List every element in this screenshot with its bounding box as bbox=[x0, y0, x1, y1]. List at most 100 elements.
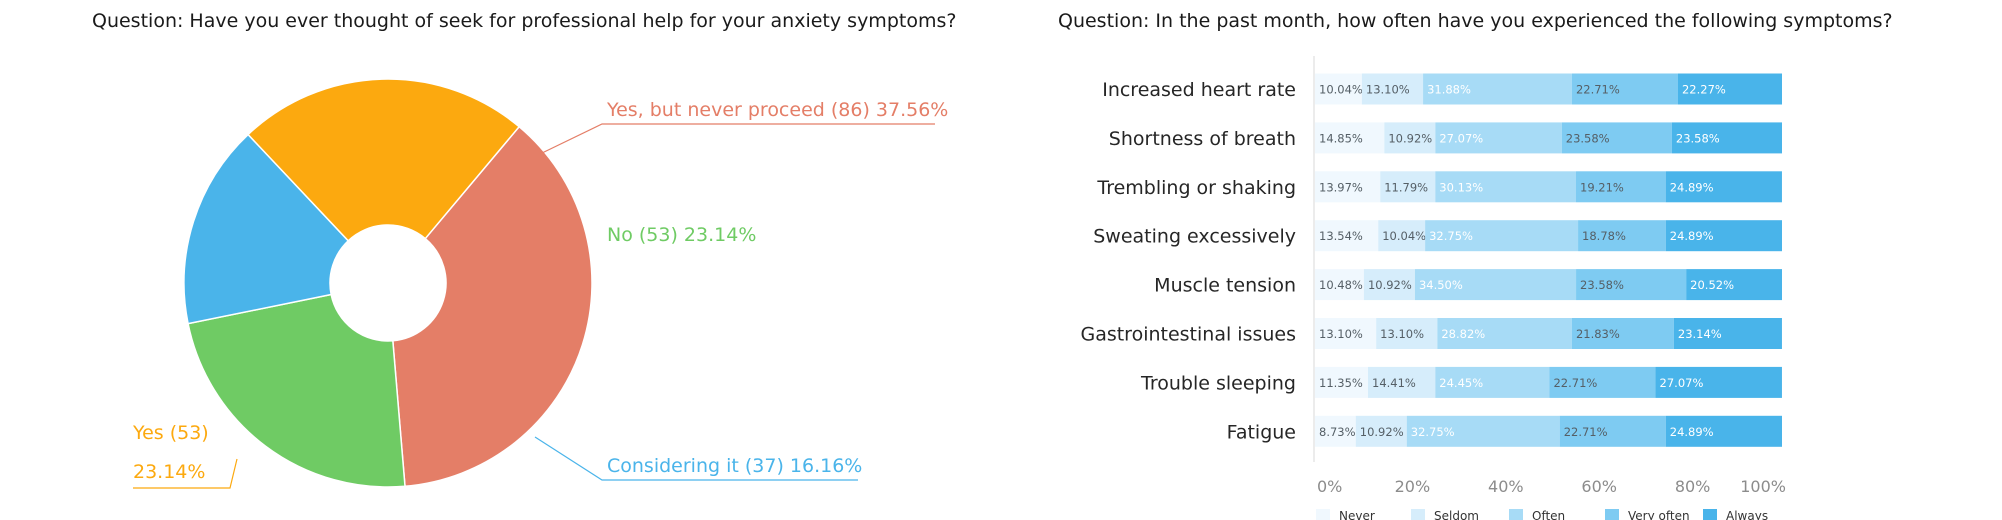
data-label-sweating-excessively-always: 24.89% bbox=[1670, 229, 1714, 243]
data-label-muscle-tension-very-often: 23.58% bbox=[1580, 278, 1624, 292]
bar-segment-fatigue-seldom bbox=[1355, 415, 1407, 447]
data-label-trembling-or-shaking-very-often: 19.21% bbox=[1580, 180, 1624, 194]
data-label-sweating-excessively-never: 13.54% bbox=[1319, 229, 1363, 243]
pie-label-name: No (53) bbox=[607, 224, 684, 246]
bar-segment-fatigue-often bbox=[1406, 415, 1560, 447]
bar-segment-increased-heart-rate-often bbox=[1423, 73, 1572, 105]
bar-segment-sweating-excessively-never bbox=[1315, 220, 1379, 252]
data-label-trouble-sleeping-very-often: 22.71% bbox=[1553, 376, 1597, 390]
data-label-fatigue-never: 8.73% bbox=[1319, 425, 1356, 439]
pie-chart-panel: Question: Have you ever thought of seek … bbox=[0, 0, 1000, 520]
bar-segment-increased-heart-rate-seldom bbox=[1361, 73, 1424, 105]
bar-segment-muscle-tension-very-often bbox=[1576, 269, 1687, 301]
bar-segment-trouble-sleeping-seldom bbox=[1368, 366, 1436, 398]
category-label-increased-heart-rate: Increased heart rate bbox=[1102, 79, 1296, 101]
category-label-fatigue: Fatigue bbox=[1227, 421, 1296, 443]
data-label-increased-heart-rate-seldom: 13.10% bbox=[1366, 83, 1410, 97]
bar-chart-title: Question: In the past month, how often h… bbox=[1058, 10, 1893, 32]
pie-slice-no bbox=[187, 293, 406, 488]
pie-label-percent-yes: 23.14% bbox=[133, 461, 205, 483]
bar-segment-muscle-tension-often bbox=[1414, 269, 1577, 301]
bar-segment-gastrointestinal-issues-often bbox=[1437, 318, 1572, 349]
bar-segment-shortness-of-breath-often bbox=[1435, 122, 1562, 154]
data-label-shortness-of-breath-very-often: 23.58% bbox=[1566, 131, 1610, 145]
x-tick-label: 0% bbox=[1317, 477, 1342, 496]
bar-segment-trembling-or-shaking-seldom bbox=[1380, 171, 1436, 203]
bar-segment-fatigue-never bbox=[1315, 415, 1356, 447]
pie-label-percent: 23.14% bbox=[684, 224, 756, 246]
stacked-bar-chart: Increased heart rate 10.04% 13.10% 31.88% 22… bbox=[1080, 56, 1786, 520]
pie-label-percent: 16.16% bbox=[790, 455, 862, 477]
pie-label-name: Considering it (37) bbox=[607, 455, 790, 477]
category-label-trouble-sleeping: Trouble sleeping bbox=[1140, 372, 1296, 394]
bar-segment-trouble-sleeping-always bbox=[1655, 366, 1782, 398]
bar-segment-gastrointestinal-issues-always bbox=[1673, 318, 1782, 349]
data-label-muscle-tension-never: 10.48% bbox=[1319, 278, 1363, 292]
pie-slice-yes bbox=[247, 78, 521, 242]
pie-chart-title: Question: Have you ever thought of seek … bbox=[92, 10, 957, 32]
bar-segment-increased-heart-rate-very-often bbox=[1571, 73, 1678, 105]
data-label-increased-heart-rate-very-often: 22.71% bbox=[1576, 83, 1620, 97]
x-tick-label: 60% bbox=[1581, 477, 1617, 496]
data-label-muscle-tension-often: 34.50% bbox=[1419, 278, 1463, 292]
data-label-gastrointestinal-issues-often: 28.82% bbox=[1441, 327, 1485, 341]
bar-segment-shortness-of-breath-seldom bbox=[1384, 122, 1436, 154]
data-label-increased-heart-rate-often: 31.88% bbox=[1427, 83, 1471, 97]
pie-leader-line-yes bbox=[133, 458, 238, 489]
data-label-increased-heart-rate-always: 22.27% bbox=[1682, 83, 1726, 97]
legend-label-seldom: Seldom bbox=[1434, 509, 1479, 520]
pie-slice-yes-but-never-proceed bbox=[392, 125, 593, 488]
category-label-sweating-excessively: Sweating excessively bbox=[1093, 226, 1296, 248]
data-label-shortness-of-breath-always: 23.58% bbox=[1676, 131, 1720, 145]
bar-segment-sweating-excessively-always bbox=[1665, 220, 1782, 252]
data-label-trembling-or-shaking-always: 24.89% bbox=[1670, 180, 1714, 194]
pie-leader-line-yes-but-never-proceed bbox=[539, 123, 935, 155]
bar-segment-fatigue-always bbox=[1665, 415, 1782, 447]
x-tick-label: 20% bbox=[1395, 477, 1431, 496]
bar-segment-sweating-excessively-seldom bbox=[1378, 220, 1426, 252]
bar-chart-panel: Question: In the past month, how often h… bbox=[1000, 0, 2002, 520]
x-tick-label: 100% bbox=[1740, 477, 1786, 496]
bar-segment-shortness-of-breath-always bbox=[1671, 122, 1782, 154]
pie-label-considering-it: Considering it (37) 16.16% bbox=[607, 455, 862, 477]
bar-segment-trembling-or-shaking-never bbox=[1315, 171, 1381, 203]
bar-segment-shortness-of-breath-never bbox=[1315, 122, 1385, 154]
bar-segment-gastrointestinal-issues-never bbox=[1315, 318, 1377, 349]
data-label-trouble-sleeping-always: 27.07% bbox=[1660, 376, 1704, 390]
data-label-gastrointestinal-issues-always: 23.14% bbox=[1678, 327, 1722, 341]
legend-label-very-often: Very often bbox=[1628, 509, 1690, 520]
data-label-gastrointestinal-issues-seldom: 13.10% bbox=[1380, 327, 1424, 341]
data-label-gastrointestinal-issues-very-often: 21.83% bbox=[1576, 327, 1620, 341]
category-label-shortness-of-breath: Shortness of breath bbox=[1109, 128, 1296, 150]
pie-chart: Yes, but never proceed (86) 37.56% No (53… bbox=[132, 78, 948, 489]
bar-segment-trouble-sleeping-often bbox=[1435, 366, 1550, 398]
legend-swatch-very-often bbox=[1605, 509, 1619, 520]
bar-segment-sweating-excessively-very-often bbox=[1578, 220, 1666, 252]
legend-label-always: Always bbox=[1726, 509, 1768, 520]
bar-segment-fatigue-very-often bbox=[1559, 415, 1666, 447]
data-label-trembling-or-shaking-seldom: 11.79% bbox=[1384, 180, 1428, 194]
bar-segment-sweating-excessively-often bbox=[1425, 220, 1579, 252]
bar-segment-trouble-sleeping-never bbox=[1315, 366, 1369, 398]
bar-segment-trembling-or-shaking-always bbox=[1665, 171, 1782, 203]
data-label-fatigue-often: 32.75% bbox=[1411, 425, 1455, 439]
bar-segment-muscle-tension-seldom bbox=[1363, 269, 1415, 301]
data-label-shortness-of-breath-never: 14.85% bbox=[1319, 131, 1363, 145]
bar-segment-trembling-or-shaking-often bbox=[1435, 171, 1577, 203]
bar-segment-increased-heart-rate-never bbox=[1315, 73, 1362, 105]
pie-leader-line-considering-it bbox=[534, 436, 858, 481]
data-label-sweating-excessively-seldom: 10.04% bbox=[1382, 229, 1426, 243]
data-label-trouble-sleeping-seldom: 14.41% bbox=[1372, 376, 1416, 390]
category-label-muscle-tension: Muscle tension bbox=[1154, 275, 1296, 297]
data-label-gastrointestinal-issues-never: 13.10% bbox=[1319, 327, 1363, 341]
bar-segment-trembling-or-shaking-very-often bbox=[1576, 171, 1666, 203]
bar-segment-gastrointestinal-issues-seldom bbox=[1376, 318, 1438, 349]
pie-label-percent: 37.56% bbox=[876, 99, 948, 121]
legend-swatch-seldom bbox=[1411, 509, 1425, 520]
data-label-increased-heart-rate-never: 10.04% bbox=[1319, 83, 1363, 97]
pie-label-name: Yes, but never proceed (86) bbox=[606, 99, 876, 121]
data-label-fatigue-very-often: 22.71% bbox=[1564, 425, 1608, 439]
pie-slice-considering-it bbox=[183, 133, 350, 325]
bar-segment-shortness-of-breath-very-often bbox=[1561, 122, 1672, 154]
bar-segment-gastrointestinal-issues-very-often bbox=[1571, 318, 1674, 349]
